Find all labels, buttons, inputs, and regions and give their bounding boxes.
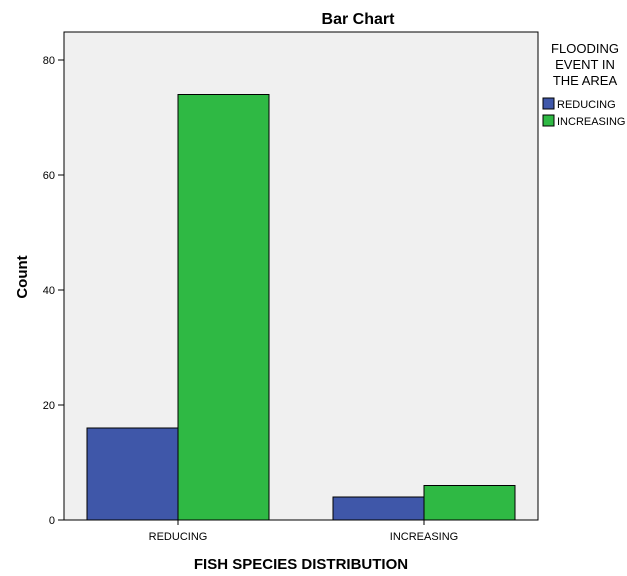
x-axis: REDUCING INCREASING <box>149 520 458 543</box>
bar-reducing-increasing <box>177 94 270 521</box>
y-tick-label: 40 <box>43 285 55 297</box>
bar-increasing-reducing <box>332 496 425 521</box>
y-tick-label: 0 <box>49 515 55 527</box>
y-tick-label: 60 <box>43 170 55 182</box>
x-tick-label: INCREASING <box>390 531 458 543</box>
y-axis: 0 20 40 60 80 <box>43 55 64 527</box>
y-axis-label: Count <box>14 255 31 298</box>
y-tick-label: 80 <box>43 55 55 67</box>
bar-reducing-reducing <box>86 427 179 521</box>
legend-label-reducing: REDUCING <box>557 99 616 111</box>
legend-items: REDUCING INCREASING <box>542 97 625 128</box>
bar-increasing-increasing <box>423 485 516 521</box>
x-axis-label: FISH SPECIES DISTRIBUTION <box>194 556 408 573</box>
legend-title-line-3: THE AREA <box>553 73 618 88</box>
bars-group <box>86 94 516 521</box>
legend-label-increasing: INCREASING <box>557 116 625 128</box>
legend-swatch-reducing <box>542 97 555 110</box>
x-tick-label: REDUCING <box>149 531 208 543</box>
y-tick-label: 20 <box>43 400 55 412</box>
legend-swatch-increasing <box>542 114 555 127</box>
legend-title-line-2: EVENT IN <box>555 57 615 72</box>
legend: FLOODING EVENT IN THE AREA REDUCING INCRE… <box>542 41 625 128</box>
chart-title: Bar Chart <box>322 11 396 28</box>
legend-title-line-1: FLOODING <box>551 41 619 56</box>
